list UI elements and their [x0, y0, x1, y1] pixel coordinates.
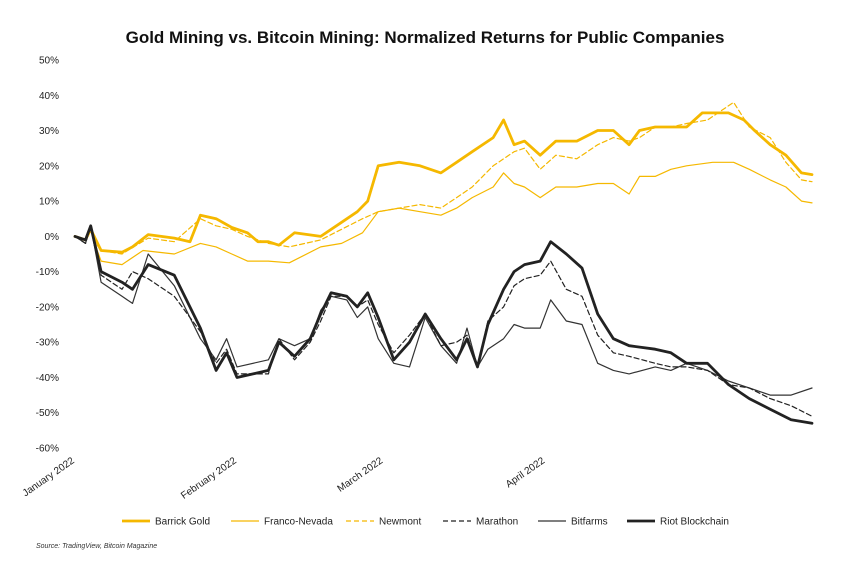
y-tick-label: 30% [39, 126, 59, 137]
y-tick-label: 40% [39, 91, 59, 102]
x-tick-label: April 2022 [504, 455, 548, 490]
legend-label-riot-blockchain: Riot Blockchain [660, 517, 729, 528]
legend-label-newmont: Newmont [379, 517, 421, 528]
y-tick-label: -40% [36, 373, 59, 384]
y-tick-label: -10% [36, 267, 59, 278]
y-tick-label: -60% [36, 444, 59, 455]
y-tick-label: -20% [36, 302, 59, 313]
y-tick-label: 10% [39, 197, 59, 208]
legend-label-franco-nevada: Franco-Nevada [264, 517, 333, 528]
x-tick-label: March 2022 [336, 455, 386, 495]
source-note: Source: TradingView, Bitcoin Magazine [36, 543, 158, 550]
series-layer [73, 101, 814, 425]
y-tick-label: 50% [39, 56, 59, 67]
series-line-franco-nevada [74, 161, 813, 266]
y-tick-label: -50% [36, 408, 59, 419]
series-line-barrick-gold [73, 111, 814, 254]
x-axis: January 2022 February 2022 March 2022 April… [21, 455, 548, 502]
series-line-marathon [74, 225, 813, 417]
series-line-newmont [74, 101, 813, 255]
legend-label-bitfarms: Bitfarms [571, 517, 608, 528]
legend: Barrick Gold Franco-Nevada Newmont Marathon… [122, 517, 729, 528]
y-tick-label: 0% [45, 232, 60, 243]
legend-label-barrick-gold: Barrick Gold [155, 517, 210, 528]
y-tick-label: -30% [36, 338, 59, 349]
chart-title: Gold Mining vs. Bitcoin Mining: Normaliz… [125, 28, 725, 47]
series-line-riot-blockchain [73, 224, 814, 425]
y-axis: 50% 40% 30% 20% 10% 0% -10% -20% -30% -40% -50% -60… [36, 56, 59, 455]
x-tick-label: January 2022 [21, 455, 77, 499]
x-tick-label: February 2022 [179, 455, 239, 502]
y-tick-label: 20% [39, 161, 59, 172]
series-line-bitfarms [74, 225, 813, 396]
legend-label-marathon: Marathon [476, 517, 518, 528]
